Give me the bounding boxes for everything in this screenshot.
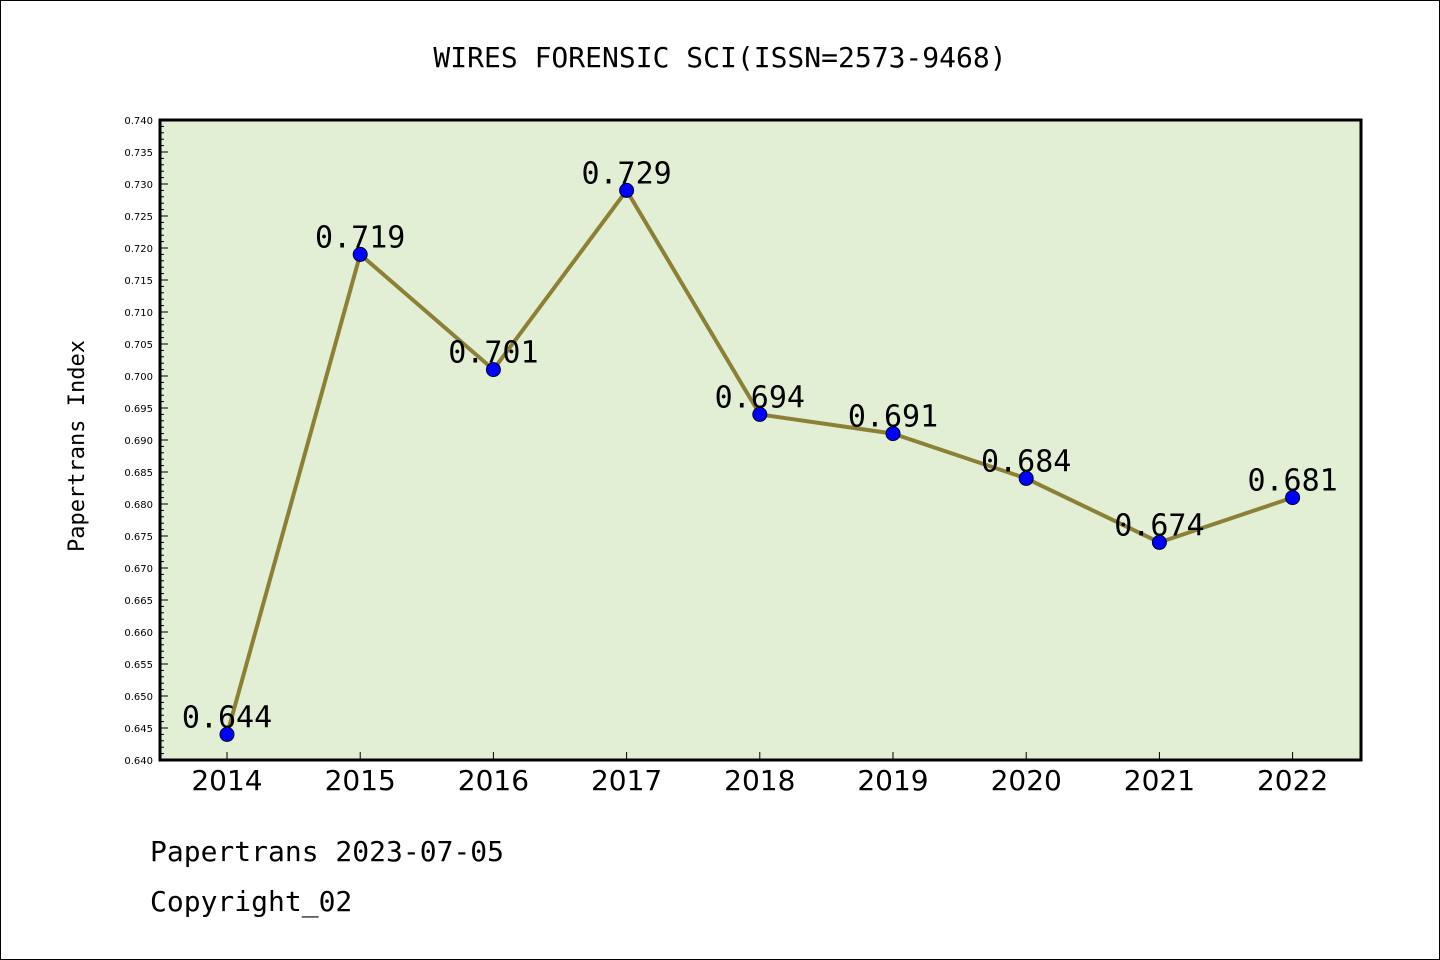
data-point — [619, 182, 635, 198]
x-tick-label: 2019 — [857, 764, 928, 797]
plot-area — [160, 120, 1361, 760]
x-tick-label: 2022 — [1257, 764, 1328, 797]
data-label: 0.644 — [182, 700, 272, 735]
y-tick-label: 0.715 — [124, 276, 153, 287]
y-tick-label: 0.700 — [124, 372, 153, 383]
y-tick-label: 0.680 — [124, 500, 153, 511]
data-label: 0.729 — [581, 156, 671, 191]
x-tick-label: 2021 — [1124, 764, 1195, 797]
y-tick-label: 0.695 — [124, 404, 153, 415]
x-tick-label: 2014 — [191, 764, 262, 797]
y-tick-label: 0.725 — [124, 212, 153, 223]
data-point — [219, 726, 235, 742]
y-tick-label: 0.645 — [124, 724, 153, 735]
y-tick-label: 0.730 — [124, 180, 153, 191]
data-point — [352, 246, 368, 262]
data-label: 0.691 — [848, 400, 938, 435]
y-tick-label: 0.720 — [124, 244, 153, 255]
footer-copyright: Copyright_02 — [150, 885, 353, 918]
y-tick-label: 0.640 — [124, 756, 153, 767]
y-tick-label: 0.685 — [124, 468, 153, 479]
data-point — [1285, 490, 1301, 506]
x-axis: 2014 2015 2016 2017 2018 2019 2020 2021 2022 — [191, 752, 1328, 797]
data-label: 0.694 — [715, 380, 805, 415]
y-tick-label: 0.665 — [124, 596, 153, 607]
y-tick-label: 0.655 — [124, 660, 153, 671]
data-point — [752, 406, 768, 422]
data-markers — [219, 182, 1301, 742]
y-tick-label: 0.710 — [124, 308, 153, 319]
y-tick-label: 0.660 — [124, 628, 153, 639]
data-label: 0.684 — [981, 444, 1071, 479]
data-point — [885, 426, 901, 442]
y-tick-label: 0.670 — [124, 564, 153, 575]
y-tick-label: 0.690 — [124, 436, 153, 447]
y-tick-label: 0.705 — [124, 340, 153, 351]
x-tick-label: 2016 — [458, 764, 529, 797]
y-tick-label: 0.650 — [124, 692, 153, 703]
y-tick-label: 0.740 — [124, 116, 153, 127]
footer-date: Papertrans 2023-07-05 — [150, 835, 505, 868]
data-point — [1151, 534, 1167, 550]
chart-title: WIRES FORENSIC SCI(ISSN=2573-9468) — [433, 41, 1006, 74]
y-tick-label: 0.735 — [124, 148, 153, 159]
x-tick-label: 2017 — [591, 764, 662, 797]
x-tick-label: 2015 — [325, 764, 396, 797]
data-point — [485, 362, 501, 378]
x-tick-label: 2020 — [991, 764, 1062, 797]
data-label: 0.701 — [448, 336, 538, 371]
data-label: 0.681 — [1247, 464, 1337, 499]
data-point — [1018, 470, 1034, 486]
x-tick-label: 2018 — [724, 764, 795, 797]
plot-border — [158, 118, 1363, 762]
data-label: 0.719 — [315, 220, 405, 255]
y-axis-label: Papertrans Index — [65, 340, 90, 552]
data-labels: 0.644 0.719 0.701 0.729 0.694 0.691 0.684 0.674… — [182, 156, 1338, 735]
y-tick-label: 0.675 — [124, 532, 153, 543]
data-label: 0.674 — [1114, 508, 1204, 543]
y-axis: 0.640 0.645 0.650 0.655 0.660 0.665 0.670 0.675… — [124, 116, 168, 767]
